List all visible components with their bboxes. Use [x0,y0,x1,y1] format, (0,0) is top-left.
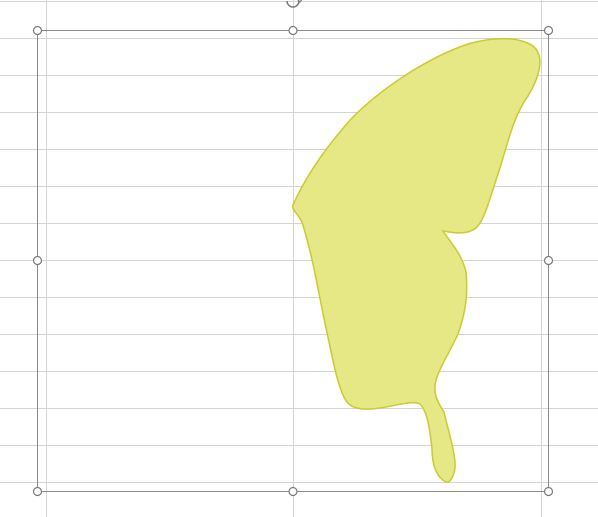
resize-handle-bottom-center[interactable] [288,486,298,497]
rotate-handle-icon[interactable] [286,0,303,8]
resize-handles [32,25,554,497]
resize-handle-middle-left[interactable] [32,255,43,266]
resize-handle-bottom-right[interactable] [543,486,554,497]
resize-handle-top-center[interactable] [288,25,298,36]
resize-handle-bottom-left[interactable] [32,486,43,497]
resize-handle-top-right[interactable] [543,25,554,36]
freeform-wing-shape[interactable] [291,37,541,483]
resize-handle-middle-right[interactable] [543,255,554,266]
resize-handle-top-left[interactable] [32,25,43,36]
